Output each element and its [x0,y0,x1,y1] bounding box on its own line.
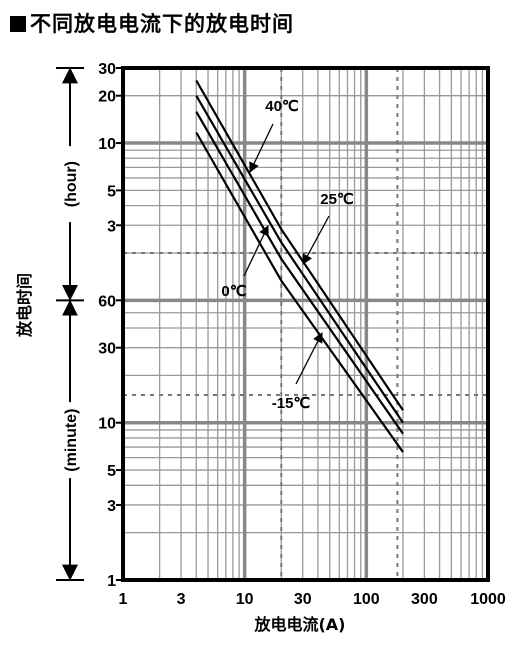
y-tick-label: 3 [107,218,116,235]
y-unit-guides: (hour) (minute) [56,67,84,581]
label-leaders: 40℃ 25℃ 0℃ -15℃ [221,98,354,412]
x-tick-label: 10 [236,591,254,608]
y-tick-label: 60 [98,293,116,310]
series-annotation: 40℃ [265,98,299,115]
y-tick-label: 10 [98,416,116,433]
series-annotation: 25℃ [320,191,354,208]
minor-grid [123,68,488,580]
x-tick-label: 30 [294,591,312,608]
series-line [195,111,404,435]
y-tick-label: 30 [98,61,116,78]
y-tick-label: 30 [98,341,116,358]
square-bullet-icon [10,16,26,32]
y-axis-label: 放电时间 [15,273,34,338]
y-tick-label: 1 [107,573,116,590]
x-tick-labels: 1 3 10 30 100 300 1000 [119,591,506,608]
annotation-arrow [243,225,269,277]
x-tick-label: 100 [353,591,380,608]
series-line [195,95,404,424]
x-tick-label: 300 [411,591,438,608]
series-layer [195,79,404,453]
y-tick-label: 20 [98,89,116,106]
series-annotation: -15℃ [272,395,311,412]
y-tick-label: 3 [107,498,116,515]
x-axis-label: 放电电流(A) [253,615,345,634]
series-annotation: 0℃ [221,283,246,300]
hour-unit-label: (hour) [63,161,80,207]
x-tick-label: 3 [177,591,186,608]
y-tick-label: 10 [98,136,116,153]
y-tick-label: 5 [107,463,116,480]
series-line [195,131,404,453]
y-tick-label: 5 [107,183,116,200]
series-line [195,79,404,411]
reference-lines [123,68,488,580]
annotation-arrow [249,123,274,173]
x-tick-label: 1000 [470,591,506,608]
annotation-arrow [295,332,323,385]
annotation-arrow [302,215,330,265]
plot-frame [121,66,490,582]
x-tick-label: 1 [119,591,128,608]
major-grid [123,68,488,580]
chart-title-text: 不同放电电流下的放电时间 [30,12,294,36]
chart-title: 不同放电电流下的放电时间 [10,8,294,38]
minute-unit-label: (minute) [63,409,80,472]
